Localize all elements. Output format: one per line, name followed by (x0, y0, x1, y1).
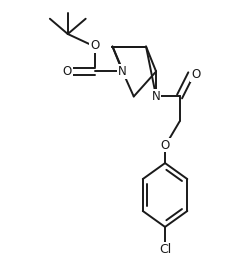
Text: Cl: Cl (159, 243, 171, 256)
Text: N: N (152, 90, 160, 103)
Text: O: O (63, 65, 72, 78)
Text: O: O (160, 139, 170, 151)
Text: N: N (118, 65, 127, 78)
Text: O: O (90, 39, 99, 52)
Text: N: N (118, 65, 127, 78)
Text: O: O (191, 68, 200, 81)
